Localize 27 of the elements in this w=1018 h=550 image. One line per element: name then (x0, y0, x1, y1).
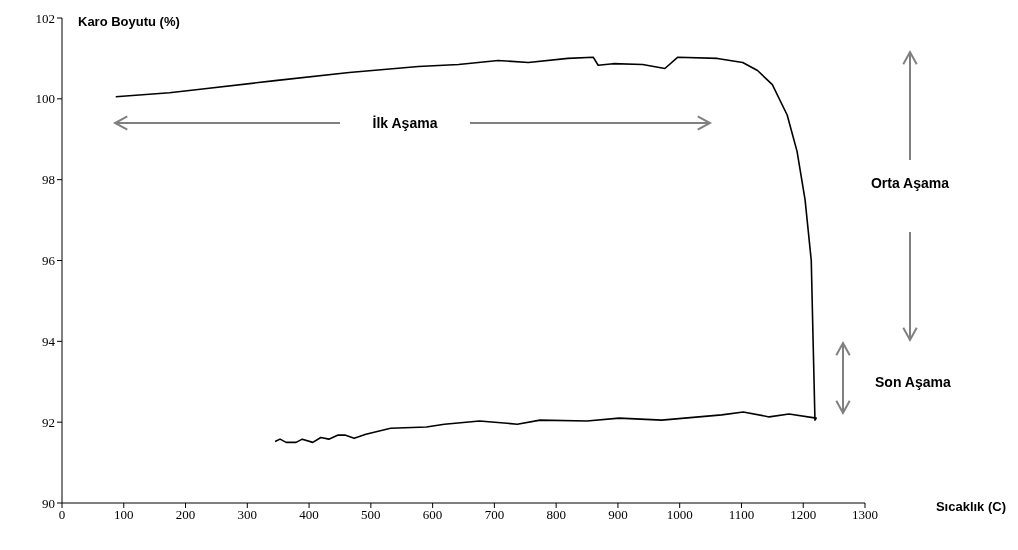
line-series (114, 56, 817, 444)
x-tick-label: 1300 (852, 507, 878, 523)
x-tick-label: 600 (422, 507, 443, 523)
x-tick-label: 1200 (790, 507, 817, 523)
y-tick-label: 98 (42, 172, 55, 188)
y-tick-label: 94 (42, 333, 56, 349)
y-tick-label: 90 (42, 495, 55, 511)
y-tick-label: 100 (35, 91, 55, 107)
y-tick-label: 102 (35, 10, 55, 26)
text: Orta Aşama (870, 174, 950, 191)
y-axis-title: Karo Boyutu (%) (78, 14, 180, 29)
x-tick-label: 200 (175, 507, 196, 523)
x-axis-title: Sıcaklık (C) (935, 499, 1006, 514)
x-tick-label: 0 (58, 507, 66, 523)
x-tick-label: 800 (546, 507, 566, 523)
y-tick-label: 92 (42, 414, 55, 430)
y-tick-label: 96 (42, 253, 56, 269)
x-tick-label: 100 (114, 507, 134, 523)
text: Son Aşama (875, 373, 951, 390)
x-tick-label: 700 (484, 507, 505, 523)
x-tick-label: 400 (299, 507, 319, 523)
x-tick-label: 1000 (666, 507, 693, 523)
x-tick-label: 500 (361, 507, 381, 523)
x-tick-label: 900 (608, 507, 628, 523)
x-tick-label: 300 (237, 507, 258, 523)
annotation: İlk Aşama (372, 114, 438, 131)
x-tick-label: 1100 (728, 507, 755, 523)
